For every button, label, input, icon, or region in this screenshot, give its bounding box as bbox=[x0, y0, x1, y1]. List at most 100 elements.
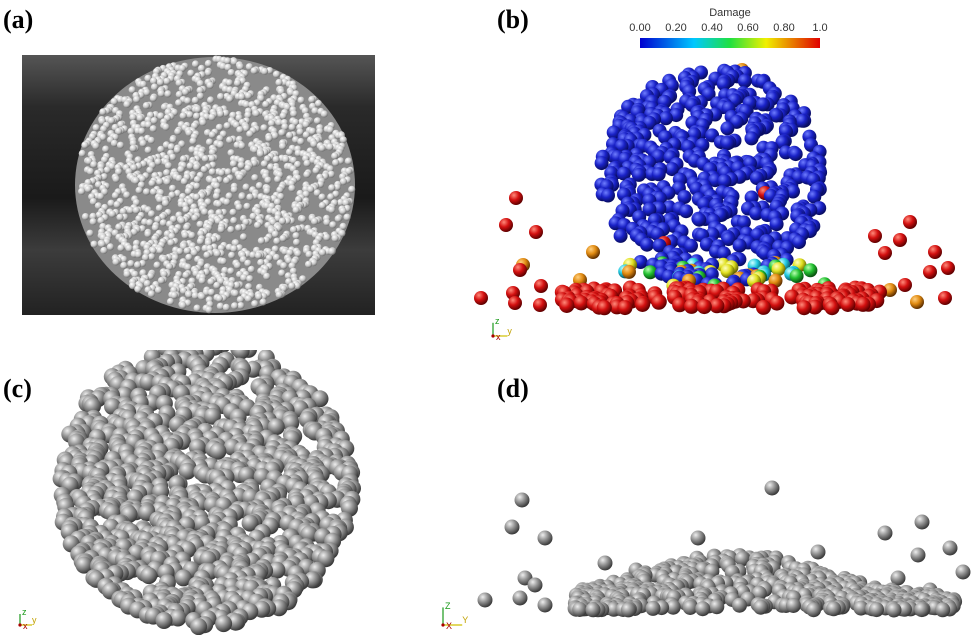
particle bbox=[156, 247, 163, 254]
particle bbox=[306, 251, 313, 258]
particle bbox=[938, 291, 952, 305]
panel-label: (c) bbox=[3, 374, 32, 403]
particle bbox=[202, 155, 209, 162]
particle bbox=[340, 136, 347, 143]
panel-label: (b) bbox=[497, 5, 529, 34]
particle bbox=[684, 299, 699, 314]
particle bbox=[134, 286, 141, 293]
particle bbox=[126, 245, 133, 252]
particle bbox=[143, 102, 150, 109]
axis-label: y bbox=[32, 615, 37, 625]
particle bbox=[98, 240, 105, 247]
particle bbox=[538, 531, 553, 546]
particle bbox=[194, 176, 201, 183]
particle bbox=[182, 232, 189, 239]
particle bbox=[255, 252, 262, 259]
particle bbox=[117, 142, 124, 149]
colorbar bbox=[640, 38, 820, 48]
particle bbox=[240, 233, 247, 240]
particle bbox=[236, 126, 243, 133]
colorbar-tick-label: 0.20 bbox=[665, 22, 686, 34]
particle bbox=[223, 198, 230, 205]
particle bbox=[171, 292, 178, 299]
particle bbox=[107, 243, 114, 250]
particle bbox=[574, 296, 589, 311]
particle bbox=[293, 232, 300, 239]
particle bbox=[191, 214, 198, 221]
particle bbox=[144, 230, 151, 237]
particle bbox=[228, 69, 235, 76]
particle bbox=[209, 131, 216, 138]
particle bbox=[185, 254, 192, 261]
particle bbox=[273, 156, 280, 163]
particle bbox=[192, 97, 199, 104]
particle bbox=[123, 101, 130, 108]
particle bbox=[868, 229, 882, 243]
particle bbox=[224, 168, 231, 175]
particle bbox=[230, 209, 237, 216]
particle bbox=[297, 138, 304, 145]
particle bbox=[474, 291, 488, 305]
particle bbox=[244, 260, 251, 267]
particle bbox=[111, 140, 118, 147]
particle bbox=[85, 186, 92, 193]
particle bbox=[328, 206, 335, 213]
particle bbox=[328, 184, 335, 191]
particle bbox=[923, 265, 937, 279]
particle bbox=[321, 110, 328, 117]
particle bbox=[915, 515, 930, 530]
particle bbox=[509, 191, 523, 205]
particle bbox=[245, 295, 252, 302]
particle bbox=[240, 274, 247, 281]
particle bbox=[149, 180, 156, 187]
particle bbox=[167, 298, 174, 305]
particle bbox=[893, 233, 907, 247]
particle bbox=[478, 593, 493, 608]
particle bbox=[223, 304, 230, 311]
simulation-d bbox=[478, 481, 971, 618]
particle bbox=[286, 132, 293, 139]
axis-origin bbox=[491, 334, 494, 337]
particle bbox=[508, 296, 522, 310]
particle bbox=[175, 99, 182, 106]
particle bbox=[186, 111, 193, 118]
particle bbox=[692, 213, 706, 227]
particle bbox=[227, 268, 234, 275]
particle bbox=[238, 142, 245, 149]
particle bbox=[911, 548, 926, 563]
particle bbox=[293, 207, 300, 214]
particle bbox=[786, 598, 801, 613]
particle bbox=[328, 248, 335, 255]
particle bbox=[262, 101, 269, 108]
particle bbox=[102, 146, 109, 153]
particle bbox=[294, 250, 301, 257]
particle bbox=[158, 90, 165, 97]
particle bbox=[806, 602, 821, 617]
particle bbox=[213, 193, 220, 200]
particle bbox=[163, 169, 170, 176]
particle bbox=[197, 238, 204, 245]
particle bbox=[198, 65, 205, 72]
particle bbox=[198, 293, 205, 300]
particle bbox=[691, 531, 706, 546]
particle bbox=[164, 178, 171, 185]
particle bbox=[597, 300, 612, 315]
particle bbox=[182, 272, 189, 279]
panel-label: (d) bbox=[497, 374, 529, 403]
photo bbox=[75, 56, 355, 314]
particle bbox=[201, 166, 208, 173]
particle bbox=[209, 443, 226, 460]
particle bbox=[163, 78, 170, 85]
particle bbox=[170, 136, 177, 143]
particle bbox=[789, 147, 803, 161]
particle bbox=[878, 246, 892, 260]
particle bbox=[155, 287, 162, 294]
particle bbox=[220, 258, 227, 265]
particle bbox=[331, 152, 338, 159]
particle bbox=[303, 171, 310, 178]
particle bbox=[278, 129, 285, 136]
particle bbox=[345, 158, 352, 165]
particle bbox=[150, 95, 157, 102]
particle bbox=[104, 166, 111, 173]
particle bbox=[162, 200, 169, 207]
